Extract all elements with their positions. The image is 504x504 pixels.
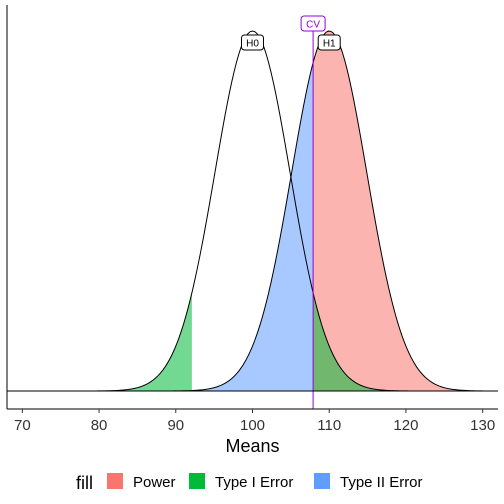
peak-label-box-h0 <box>241 34 264 51</box>
region-type-i-error-1 <box>313 292 483 391</box>
x-tick-label: 70 <box>14 417 31 434</box>
legend-label-power: Power <box>133 474 176 491</box>
legend: fill Power Type I Error Type II Error <box>76 473 423 493</box>
peak-labels: H0 H1 <box>241 34 341 51</box>
legend-label-type-ii-error: Type II Error <box>340 474 423 491</box>
legend-swatch-type-i-error <box>189 473 205 489</box>
x-tick-label: 110 <box>317 417 341 434</box>
x-axis-ticks: 70 80 90 100 110 120 130 <box>14 409 495 434</box>
x-tick-label: 120 <box>393 417 418 434</box>
legend-title: fill <box>76 473 93 493</box>
region-power-0 <box>313 31 483 391</box>
region-type-ii-error-3 <box>22 62 314 392</box>
region-type-i-error-2 <box>22 292 192 391</box>
curve-h1 <box>22 30 483 392</box>
legend-swatch-power <box>107 473 123 489</box>
density-curves <box>22 30 483 392</box>
x-tick-label: 100 <box>240 417 265 434</box>
critical-value-marker: CV <box>300 15 326 409</box>
legend-label-type-i-error: Type I Error <box>215 474 293 491</box>
x-axis-title: Means <box>225 436 279 456</box>
critical-value-label: CV <box>306 20 320 31</box>
x-tick-label: 90 <box>167 417 184 434</box>
curve-h0 <box>22 30 483 392</box>
peak-label-h1: H1 <box>323 39 336 50</box>
x-tick-label: 80 <box>91 417 108 434</box>
shaded-regions <box>22 31 483 392</box>
critical-value-label-box <box>300 15 326 32</box>
x-tick-label: 130 <box>470 417 495 434</box>
peak-label-box-h1 <box>317 34 341 51</box>
peak-label-h0: H0 <box>246 39 259 50</box>
legend-swatch-type-ii-error <box>314 473 330 489</box>
